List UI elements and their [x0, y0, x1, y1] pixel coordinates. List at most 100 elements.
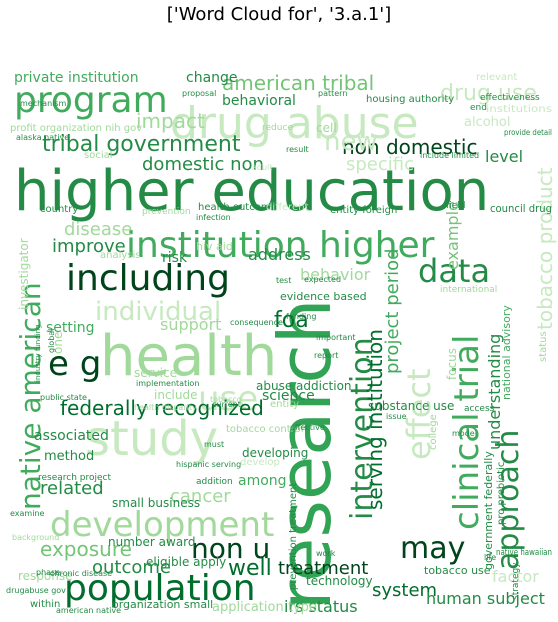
word-tribal-government: tribal government [42, 132, 241, 157]
word-native-american: native american [14, 282, 47, 510]
word-life: life [484, 553, 496, 562]
word-one: one [51, 332, 65, 354]
word-substance-use: substance use [368, 399, 454, 413]
word-outcome: outcome [92, 557, 171, 578]
word-human-subject: human subject [426, 589, 545, 608]
word-individual: individual [95, 297, 221, 327]
word-higher-education: higher education [14, 159, 489, 224]
word-drug-use: drug use [440, 81, 537, 106]
word-research-project: research project [38, 473, 112, 483]
word-effective: effective [290, 423, 325, 432]
word-field: field [446, 201, 465, 211]
word-tobacco-control: tobacco control [226, 424, 303, 435]
word-national-advisory: national advisory [500, 305, 513, 400]
word-result: result [286, 145, 309, 154]
word-research: research [263, 299, 347, 610]
word-new: new [324, 127, 378, 157]
word-may: may [400, 531, 465, 566]
word-institution-higher: institution higher [126, 225, 435, 266]
word-different: different [266, 202, 309, 213]
word-exposure: exposure [40, 537, 132, 561]
word-relevant: relevant [476, 72, 517, 83]
word-non-u: non u [191, 532, 270, 565]
word-associated: associated [34, 428, 109, 444]
word-foa: foa [274, 308, 309, 333]
word-phase: phase [36, 568, 60, 577]
word-expected: expected [304, 275, 341, 284]
word-pro-prebiotic: pro prebiotic [496, 462, 507, 525]
word-evidence-based: evidence based [280, 290, 367, 303]
word-reduce: reduce [262, 123, 293, 133]
word-alaska-native: alaska native [16, 133, 69, 142]
word-issue: issue [386, 412, 407, 421]
word-important: important [316, 333, 356, 342]
word-proposal: proposal [182, 89, 216, 98]
word-consequence: consequence [230, 318, 283, 327]
word-program: program [14, 80, 168, 121]
word-entity: entity [270, 399, 299, 410]
word-factor: factor [492, 567, 539, 586]
word-drugabuse-gov: drugabuse gov [6, 586, 66, 595]
word-non-domestic: non domestic [342, 135, 477, 159]
word-population: population [64, 568, 256, 609]
word-report: report [314, 351, 338, 360]
word-status: status [538, 331, 549, 362]
word-american-native: american native [56, 606, 121, 615]
word-international: international [440, 285, 497, 295]
word-example: example [443, 201, 462, 270]
word-prevention-treatment: prevention treatment [288, 483, 299, 590]
word-effect: effect [400, 368, 438, 460]
word-address: address [248, 245, 311, 264]
word-social: social [84, 150, 113, 161]
word-including: including [66, 258, 230, 299]
word-housing-authority: housing authority [366, 94, 454, 105]
word-chronic-disease: chronic disease [50, 569, 112, 578]
word-related: related [40, 478, 104, 499]
word-investigator: investigator [17, 238, 31, 310]
word-pattern: pattern [318, 89, 347, 98]
word-abuse-addiction: abuse addiction [256, 379, 352, 393]
word-adult: adult [252, 163, 272, 172]
word-tobacco: tobacco [210, 395, 242, 404]
word-current: current [212, 400, 241, 409]
word-use: use [198, 379, 258, 419]
word-setting: setting [46, 320, 95, 336]
word-implementation: implementation [136, 379, 199, 388]
word-organization-small: organization small [112, 598, 213, 611]
word-project-period: project period [382, 248, 403, 374]
word-global: global [47, 329, 56, 353]
word-improve: improve [52, 236, 126, 257]
word-risk: risk [162, 250, 188, 266]
word-country: country [40, 204, 78, 215]
word-serving-institution: serving institution [363, 329, 387, 510]
word-develop: develop [240, 457, 280, 468]
word-system: system [372, 580, 437, 601]
word-level: level [485, 147, 523, 166]
word-approach: approach [491, 430, 526, 570]
word-end: end [470, 103, 487, 113]
word-health-outcome: health outcome [198, 202, 277, 213]
word-funding: funding [286, 312, 316, 321]
word-developing: developing [242, 446, 308, 460]
word-infection: infection [196, 213, 231, 222]
word-focus: focus [445, 348, 459, 380]
word-include-limited: include limited [420, 151, 479, 160]
word-eligible-apply: eligible apply [146, 555, 226, 569]
word-analysis: analysis [100, 250, 141, 261]
word-study: study [85, 411, 218, 467]
word-method: method [44, 449, 94, 464]
word-institutions: institutions [486, 104, 552, 115]
word-intervention: intervention [345, 337, 380, 520]
word-public-state: public state [40, 393, 87, 402]
word-federally-recognized: federally recognized [60, 396, 264, 420]
word-include: include [154, 388, 197, 402]
word-model: model [452, 429, 477, 438]
word-cancer: cancer [170, 486, 231, 507]
word-behavior: behavior [300, 265, 371, 284]
word-strategy: strategy [511, 562, 521, 600]
word-support: support [160, 315, 221, 334]
word-treatment: treatment [278, 558, 368, 579]
word-cell: cell [316, 121, 337, 135]
word-access: access [464, 404, 495, 414]
